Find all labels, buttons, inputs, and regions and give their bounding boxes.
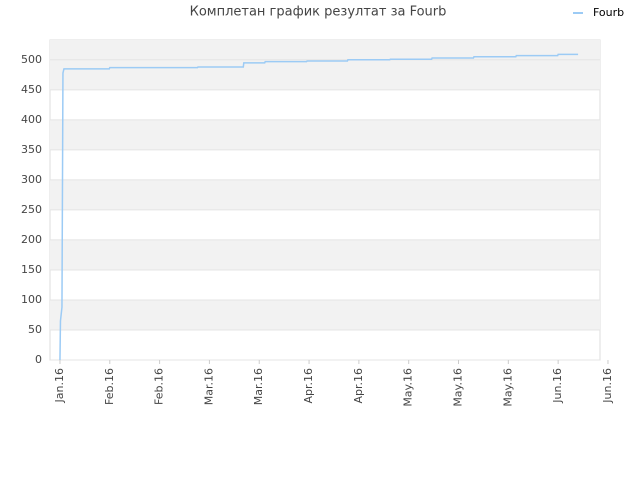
- x-tick-label: Jun.16: [551, 368, 564, 404]
- grid-band: [50, 119, 600, 150]
- x-tick-label: May.16: [452, 368, 465, 407]
- legend-label: Fourb: [593, 6, 624, 19]
- x-tick-label: May.16: [402, 368, 415, 407]
- y-tick-label: 350: [21, 143, 42, 156]
- grid-band: [50, 59, 600, 90]
- x-tick-label: Apr.16: [302, 368, 315, 404]
- x-tick-label: Jun.16: [601, 368, 614, 404]
- y-tick-label: 300: [21, 173, 42, 186]
- y-tick-label: 200: [21, 233, 42, 246]
- grid-band: [50, 299, 600, 330]
- y-tick-label: 400: [21, 113, 42, 126]
- y-tick-label: 450: [21, 83, 42, 96]
- y-tick-label: 0: [35, 353, 42, 366]
- x-tick-label: Mar.16: [202, 368, 215, 405]
- y-tick-label: 500: [21, 53, 42, 66]
- grid-band: [50, 179, 600, 210]
- data-line: [59, 53, 579, 361]
- x-tick-label: Apr.16: [352, 368, 365, 404]
- x-tick-label: Jan.16: [53, 368, 66, 403]
- x-tick-label: Feb.16: [153, 368, 166, 405]
- y-tick-label: 100: [21, 293, 42, 306]
- grid-band: [50, 40, 600, 60]
- x-tick-label: May.16: [501, 368, 514, 407]
- x-tick-label: Feb.16: [103, 368, 116, 405]
- grid-band: [50, 239, 600, 270]
- y-tick-label: 250: [21, 203, 42, 216]
- chart-title: Комплетан график резултат за Fourb: [190, 5, 447, 20]
- y-tick-label: 50: [28, 323, 42, 336]
- y-tick-label: 150: [21, 263, 42, 276]
- x-tick-label: Mar.16: [252, 368, 265, 405]
